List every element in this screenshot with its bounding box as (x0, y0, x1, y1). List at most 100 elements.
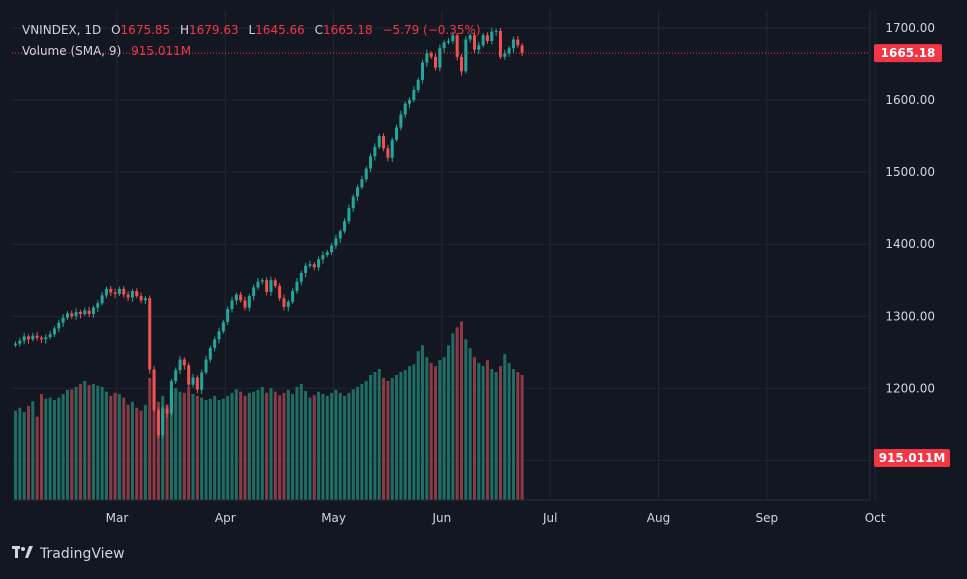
volume-bar (503, 354, 507, 500)
volume-bar (213, 395, 217, 500)
volume-bar (334, 389, 338, 500)
legend-symbol[interactable]: VNINDEX (22, 23, 77, 37)
candle-body (61, 317, 65, 323)
candle-body (399, 114, 403, 128)
volume-bar (459, 321, 463, 500)
candle-body (421, 62, 425, 80)
candle-body (377, 136, 381, 147)
volume-bar (351, 389, 355, 500)
volume-bar (243, 395, 247, 500)
candle-body (291, 291, 295, 302)
candle-body (74, 311, 78, 317)
volume-bar (356, 386, 360, 500)
last-price-badge (874, 44, 942, 63)
volume-bar (265, 392, 269, 500)
legend-h-label: H (180, 23, 190, 37)
candle-body (35, 335, 39, 338)
volume-bar (14, 410, 17, 500)
candle-body (14, 343, 17, 346)
candle-body (130, 291, 134, 298)
last-volume-badge (874, 449, 950, 467)
volume-bar (57, 397, 61, 500)
volume-bar (390, 377, 394, 500)
volume-bar (308, 397, 312, 500)
volume-bar (451, 333, 455, 500)
candle-body (269, 280, 273, 292)
candle-body (395, 127, 399, 140)
legend-interval[interactable]: 1D (84, 23, 102, 37)
candle-body (174, 370, 178, 382)
candle-body (187, 365, 191, 385)
candle-body (217, 331, 221, 340)
candle-body (347, 208, 351, 222)
candle-body (429, 53, 433, 57)
time-tick-label: Jun (432, 511, 452, 525)
volume-bar (18, 407, 22, 500)
ohlc-legend: VNINDEX, 1D O1675.85 H1679.63 L1645.66 C… (22, 23, 481, 37)
volume-bar (247, 392, 251, 500)
last-price-label: 1665.18 (881, 46, 936, 60)
volume-bar (438, 360, 442, 500)
candle-body (169, 381, 173, 414)
volume-bar (494, 372, 498, 500)
volume-bar (511, 369, 515, 500)
volume-bar (321, 394, 325, 500)
candle-body (412, 89, 416, 101)
time-tick-label: Apr (215, 511, 236, 525)
candle-body (44, 337, 48, 340)
candle-body (386, 148, 390, 158)
candle-body (152, 369, 156, 410)
candle-body (195, 377, 199, 390)
volume-bar (204, 400, 208, 500)
volume-bar (187, 386, 191, 500)
tradingview-logo-icon (12, 545, 34, 563)
volume-bar (74, 386, 78, 500)
time-tick-label: Oct (865, 511, 886, 525)
legend-o-label: O (111, 23, 121, 37)
volume-bar (312, 395, 316, 500)
volume-bar (195, 395, 199, 500)
candle-body (213, 339, 217, 348)
tradingview-brand[interactable]: TradingView (12, 545, 125, 563)
volume-bar (455, 327, 459, 500)
volume-bar (507, 363, 511, 500)
candle-body (520, 45, 524, 54)
candle-body (373, 146, 377, 157)
candle-body (18, 340, 22, 344)
time-tick-label: Aug (647, 511, 670, 525)
volume-bar (161, 395, 165, 500)
volume-bar (109, 395, 113, 500)
legend-close: 1665.18 (323, 23, 373, 37)
legend-change: −5.79 (−0.35%) (382, 23, 481, 37)
volume-bar (252, 391, 256, 500)
volume-bar (399, 372, 403, 500)
candle-body (208, 347, 212, 360)
volume-legend: Volume (SMA, 9) 915.011M (22, 43, 191, 59)
candle-body (459, 56, 463, 72)
candle-body (48, 334, 52, 338)
candle-body (416, 79, 420, 90)
candle-body (516, 39, 520, 46)
volume-bar (22, 411, 26, 500)
volume-bar (447, 345, 450, 500)
candle-body (191, 377, 195, 385)
candle-body (481, 35, 485, 46)
volume-legend-label[interactable]: Volume (SMA, 9) (22, 44, 122, 58)
volume-bar (130, 401, 134, 500)
candle-body (494, 30, 498, 32)
candle-body (91, 307, 95, 315)
candle-body (286, 301, 290, 307)
candle-body (252, 287, 256, 297)
candle-body (109, 288, 113, 293)
price-tick-label: 1600.00 (885, 93, 935, 107)
volume-bars (14, 321, 524, 500)
candle-body (511, 39, 515, 49)
volume-bar (122, 397, 126, 500)
volume-bar (377, 369, 381, 500)
volume-bar (520, 375, 524, 500)
volume-bar (360, 383, 364, 500)
volume-bar (65, 389, 69, 500)
candle-body (330, 245, 334, 253)
